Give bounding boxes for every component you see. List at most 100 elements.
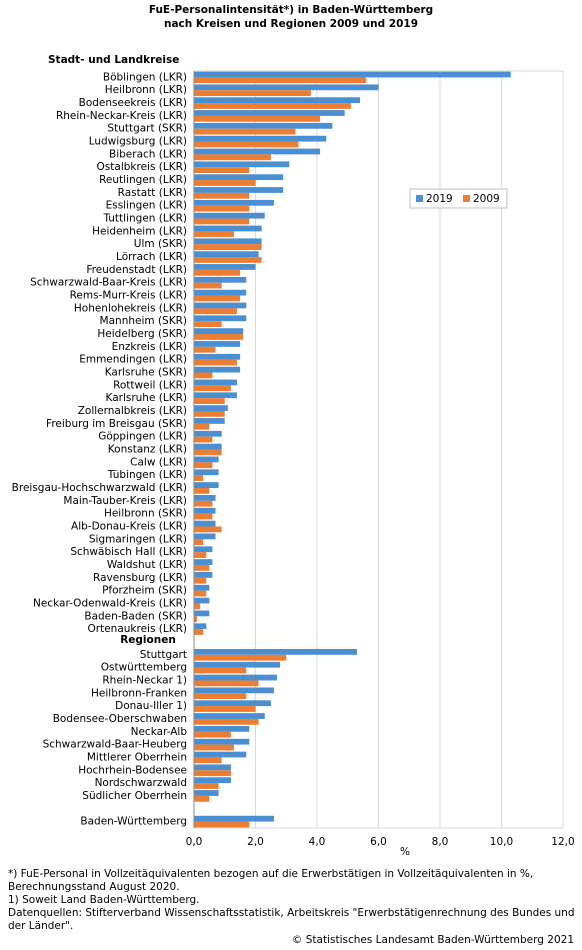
bar [194, 597, 210, 604]
y-tick-label: Schwäbisch Hall (LKR) [70, 546, 187, 558]
y-tick-label: Freudenstadt (LKR) [86, 264, 187, 276]
y-tick-label: Nordschwarzwald [95, 777, 187, 789]
section-label: Regionen [120, 634, 176, 646]
y-tick-label: Tübingen (LKR) [107, 469, 187, 481]
bar [194, 205, 250, 212]
bar [194, 693, 247, 700]
y-tick-label: Enzkreis (LKR) [112, 341, 187, 353]
bar [194, 430, 222, 437]
y-tick-label: Esslingen (LKR) [106, 200, 187, 212]
bar [194, 443, 222, 450]
bar [194, 487, 210, 494]
bar [194, 731, 231, 738]
bar [194, 90, 311, 97]
y-tick-label: Waldshut (LKR) [107, 559, 187, 571]
bar [194, 559, 213, 565]
bar [194, 725, 250, 732]
bar [194, 418, 225, 424]
chart: FuE-Personalintensität*) in Baden-Württe… [12, 4, 575, 858]
bar [194, 572, 213, 578]
y-tick-label: Ostalbkreis (LKR) [97, 161, 187, 173]
chart-subtitle: nach Kreisen und Regionen 2009 und 2019 [164, 18, 418, 30]
bar [194, 507, 216, 514]
bar [194, 154, 271, 161]
bar [194, 372, 213, 379]
section-label: Stadt- und Landkreise [48, 54, 179, 66]
bar [194, 346, 216, 353]
bar [194, 110, 345, 116]
bar [194, 97, 361, 104]
legend-label: 2009 [473, 193, 500, 205]
y-tick-label: Calw (LKR) [130, 456, 187, 468]
bar [194, 661, 281, 668]
y-tick-label: Zollernalbkreis (LKR) [78, 405, 187, 417]
bar [194, 500, 213, 507]
bar [194, 783, 219, 789]
bar [194, 359, 238, 366]
y-tick-label: Heidelberg (SKR) [97, 328, 187, 340]
bar [194, 295, 241, 302]
y-tick-label: Neckar-Alb [131, 726, 188, 738]
y-tick-label: Mannheim (SKR) [100, 315, 187, 327]
bar [194, 706, 256, 712]
bar [194, 192, 250, 199]
bar [194, 654, 287, 661]
bar [194, 115, 321, 122]
bar [194, 456, 219, 463]
bar [194, 411, 225, 417]
legend-swatch [416, 195, 423, 202]
bar [194, 520, 216, 527]
bar [194, 385, 231, 392]
x-tick-label: 0,0 [186, 836, 203, 848]
bar [194, 546, 213, 553]
bar [194, 475, 204, 481]
x-tick-label: 2,0 [247, 836, 264, 848]
y-tick-label: Donau-Iller 1) [115, 700, 187, 712]
y-tick-label: Ludwigsburg (LKR) [89, 136, 187, 148]
bar [194, 533, 216, 540]
bar [194, 264, 256, 270]
y-tick-label: Rhein-Neckar 1) [102, 674, 187, 686]
y-tick-label: Ravensburg (LKR) [93, 572, 187, 584]
x-tick-label: 6,0 [370, 836, 387, 848]
bar [194, 526, 222, 533]
bar [194, 212, 265, 219]
footnotes: *) FuE-Personal in Vollzeitäquivalenten … [8, 868, 576, 933]
bar [194, 552, 207, 558]
bar [194, 744, 234, 751]
x-tick-label: 4,0 [309, 836, 326, 848]
y-tick-label: Rastatt (LKR) [118, 187, 187, 199]
bar [194, 141, 299, 148]
bar [194, 564, 210, 571]
footnote: 1) Soweit Land Baden-Württemberg. [8, 894, 200, 906]
y-tick-label: Heilbronn (SKR) [104, 508, 187, 520]
bar [194, 103, 351, 109]
bar [194, 379, 238, 386]
y-tick-label: Heidenheim (LKR) [92, 225, 187, 237]
bar [194, 539, 204, 546]
bar [194, 334, 244, 340]
bar [194, 244, 262, 251]
bar [194, 353, 241, 360]
chart-title: FuE-Personalintensität*) in Baden-Württe… [149, 4, 433, 16]
bar [194, 757, 222, 764]
y-tick-label: Karlsruhe (LKR) [106, 392, 188, 404]
bar [194, 122, 333, 129]
bar [194, 687, 274, 694]
bar [194, 718, 259, 725]
bar [194, 423, 210, 430]
bar [194, 469, 219, 476]
bar [194, 341, 241, 347]
y-tick-label: Bodenseekreis (LKR) [79, 97, 187, 109]
bar [194, 180, 256, 186]
y-tick-label: Stuttgart (SKR) [107, 123, 187, 135]
bar [194, 462, 213, 469]
bar [194, 282, 222, 289]
bar [194, 738, 250, 745]
bar [194, 269, 241, 276]
bar [194, 777, 231, 784]
bar [194, 128, 296, 135]
bar [194, 513, 213, 520]
legend-label: 2019 [426, 193, 453, 205]
x-axis-label: % [400, 846, 410, 858]
